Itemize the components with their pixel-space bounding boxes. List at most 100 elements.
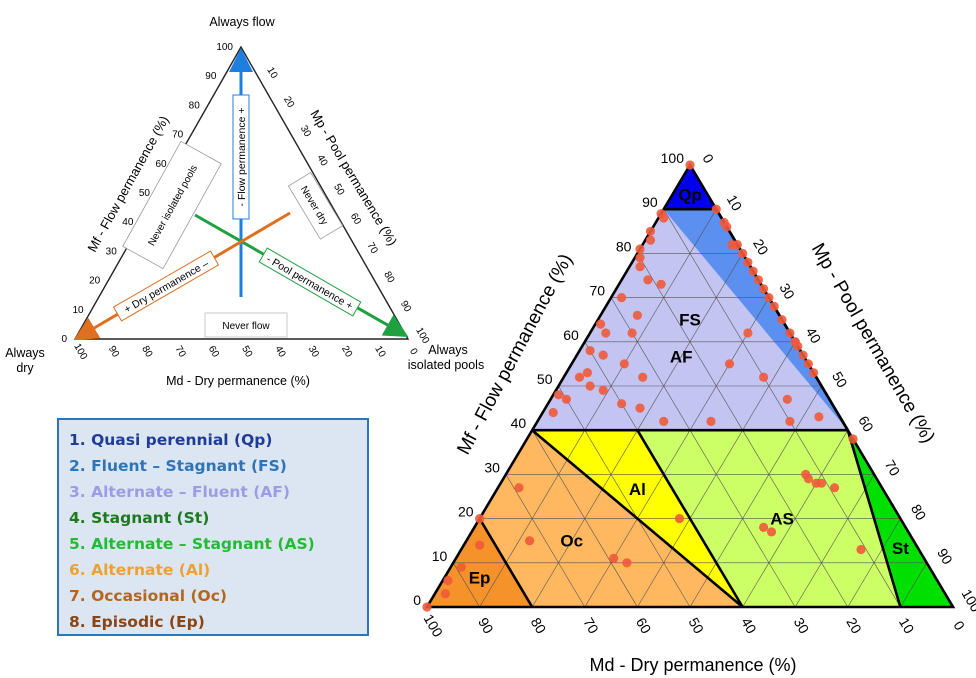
data-point xyxy=(769,301,779,311)
ternary-right-tick: 90 xyxy=(934,546,956,568)
concept-left-tick: 90 xyxy=(205,71,217,82)
legend-item-ep: 8. Episodic (Ep) xyxy=(69,613,205,631)
data-point xyxy=(561,394,572,404)
region-label-fs: FS xyxy=(679,311,701,330)
gridline-dry xyxy=(663,209,901,608)
gridline-pool xyxy=(689,385,822,608)
data-point xyxy=(790,337,800,347)
data-point xyxy=(753,275,764,285)
never-dry-box: Never dry xyxy=(287,172,344,240)
concept-bottom-tick: 40 xyxy=(272,344,287,360)
concept-left-ticks: 0 10 20 30 40 50 60 70 80 90 100 xyxy=(61,42,233,345)
concept-right-tick: 60 xyxy=(348,211,363,227)
data-point xyxy=(574,372,585,382)
ternary-left-tick: 50 xyxy=(537,371,553,387)
data-point xyxy=(596,319,606,329)
region-label-ep: Ep xyxy=(469,569,491,588)
concept-left-tick: 40 xyxy=(122,217,134,228)
gridline-dry xyxy=(531,430,638,608)
data-point xyxy=(585,381,595,391)
data-point xyxy=(422,602,432,612)
data-point xyxy=(856,544,866,555)
ternary-left-tick: 10 xyxy=(432,548,448,564)
data-point xyxy=(674,514,685,524)
data-point xyxy=(685,160,695,170)
legend-item-oc: 7. Occasional (Oc) xyxy=(69,587,228,605)
data-point xyxy=(764,293,774,303)
concept-bottom-tick: 70 xyxy=(173,344,188,360)
data-point xyxy=(514,483,524,493)
concept-bottom-tick: 90 xyxy=(106,344,121,360)
concept-right-tick: 20 xyxy=(281,95,296,111)
concept-left-tick: 80 xyxy=(189,100,201,111)
legend-item-st: 4. Stagnant (St) xyxy=(69,509,210,527)
ternary-left-tick: 20 xyxy=(458,504,474,520)
ternary-bottom-tick: 0 xyxy=(950,618,968,633)
data-point xyxy=(785,416,795,426)
data-point xyxy=(706,416,716,426)
data-point xyxy=(803,359,814,369)
gridline-dry xyxy=(610,297,796,608)
ternary-right-tick: 60 xyxy=(855,413,877,435)
concept-bottom-tick: 20 xyxy=(339,344,354,360)
data-point xyxy=(635,244,645,254)
data-point xyxy=(525,536,535,546)
data-point xyxy=(598,350,608,360)
concept-bottom-tick: 30 xyxy=(306,344,321,360)
data-point xyxy=(798,350,808,360)
ternary-bottom-tick: 10 xyxy=(896,615,918,637)
region-label-oc: Oc xyxy=(560,532,583,551)
data-point xyxy=(585,346,595,356)
concept-left-tick: 20 xyxy=(89,276,101,287)
data-point xyxy=(816,478,827,488)
region-af xyxy=(532,209,848,431)
concept-left-tick: 70 xyxy=(172,130,184,141)
concept-bottom-tick: 100 xyxy=(71,342,89,362)
data-point xyxy=(475,514,485,524)
ternary-bottom-tick: 60 xyxy=(633,615,655,637)
ternary-bottom-tick: 40 xyxy=(738,615,760,637)
data-point xyxy=(601,328,611,338)
ternary-region-labels: Qp FS AF St AS Al Oc Ep xyxy=(469,186,910,588)
region-label-al: Al xyxy=(629,480,646,499)
gridline-pool xyxy=(794,474,875,608)
region-qp xyxy=(663,165,717,210)
data-point xyxy=(635,403,645,413)
region-boundary xyxy=(531,429,744,608)
gridline-pool xyxy=(479,209,717,608)
corner-always-dry: Always dry xyxy=(5,346,45,375)
flow-arrow-label-box: - Flow permanence + xyxy=(232,94,250,220)
class-legend: 1. Quasi perennial (Qp) 2. Fluent – Stag… xyxy=(57,418,369,636)
concept-axis-bottom-label: Md - Dry permanence (%) xyxy=(166,374,310,388)
data-point xyxy=(635,262,645,272)
data-point xyxy=(748,266,758,276)
ternary-left-tick: 0 xyxy=(413,592,421,608)
never-flow-box: Never flow xyxy=(204,312,288,338)
gridline-dry xyxy=(558,385,691,608)
legend-item-qp: 1. Quasi perennial (Qp) xyxy=(69,431,273,449)
concept-left-tick: 100 xyxy=(216,42,233,53)
data-point xyxy=(582,368,593,378)
corner-always-isolated-pools: Always isolated pools xyxy=(408,343,484,372)
ternary-left-tick: 60 xyxy=(563,327,579,343)
ternary-right-tick: 30 xyxy=(776,280,798,302)
ternary-right-tick: 70 xyxy=(882,457,904,479)
data-point xyxy=(724,359,735,369)
corner-always-flow: Always flow xyxy=(209,15,275,29)
ternary-left-tick: 80 xyxy=(616,238,632,254)
ternary-bottom-tick: 100 xyxy=(421,611,447,639)
ternary-bottom-tick: 90 xyxy=(475,615,497,637)
region-boundary xyxy=(636,429,744,608)
data-point xyxy=(619,359,629,369)
data-point xyxy=(656,279,666,289)
data-point xyxy=(766,527,777,537)
region-label-qp: Qp xyxy=(678,186,702,205)
region-boundary xyxy=(478,517,534,608)
data-point xyxy=(456,562,466,572)
concept-bottom-tick: 10 xyxy=(372,344,387,360)
never-flow-label: Never flow xyxy=(222,321,270,332)
ternary-bottom-tick: 80 xyxy=(528,615,550,637)
concept-bottom-tick: 0 xyxy=(407,347,420,358)
